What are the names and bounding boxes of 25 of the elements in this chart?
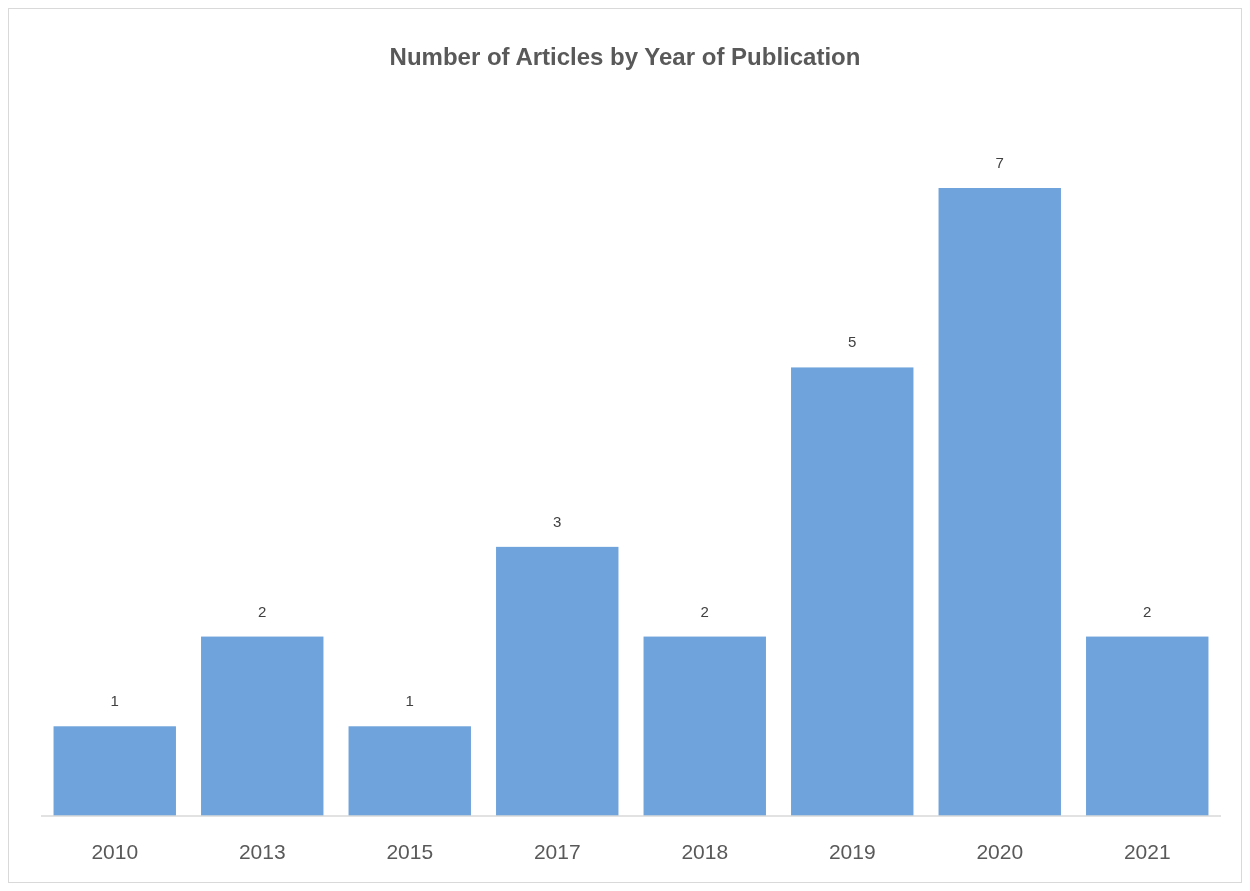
- data-label: 2: [1143, 602, 1152, 620]
- data-label: 5: [848, 333, 857, 351]
- data-label: 2: [258, 602, 267, 620]
- bar: [201, 636, 324, 816]
- chart-title: Number of Articles by Year of Publication: [389, 43, 861, 70]
- x-tick-label: 2017: [533, 840, 581, 863]
- data-label: 2: [700, 602, 709, 620]
- x-tick-label: 2021: [1123, 840, 1171, 863]
- bar: [348, 726, 471, 816]
- x-tick-label: 2020: [976, 840, 1024, 863]
- x-tick-label: 2015: [386, 840, 434, 863]
- bar: [1086, 636, 1209, 816]
- bar: [643, 636, 766, 816]
- data-label: 1: [110, 692, 119, 710]
- bar: [938, 188, 1061, 816]
- bar: [496, 546, 619, 816]
- data-label: 3: [553, 512, 562, 530]
- x-tick-label: 2018: [681, 840, 729, 863]
- x-tick-label: 2019: [828, 840, 876, 863]
- data-label: 1: [405, 692, 414, 710]
- data-label: 7: [995, 154, 1004, 171]
- bar: [791, 367, 914, 816]
- bar: [53, 726, 176, 816]
- x-tick-label: 2010: [91, 840, 139, 863]
- x-tick-label: 2013: [238, 840, 286, 863]
